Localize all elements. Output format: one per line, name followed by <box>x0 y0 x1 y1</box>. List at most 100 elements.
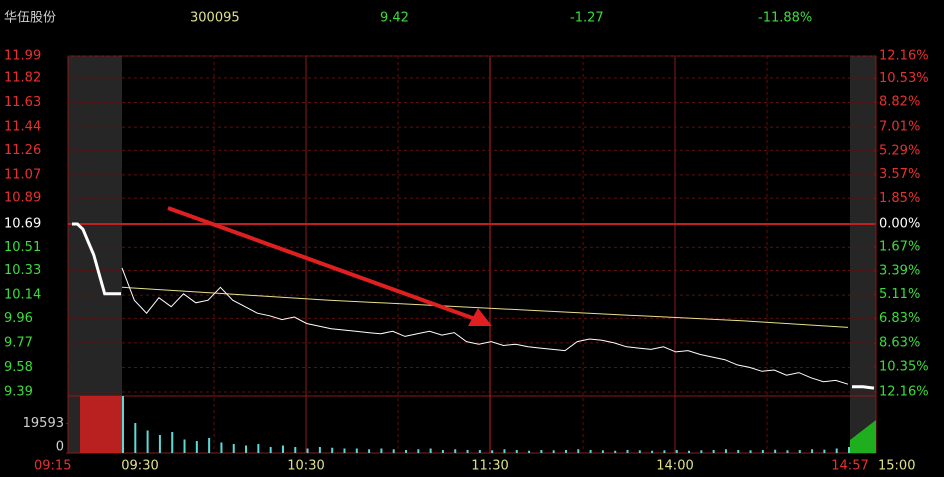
y-tick-label: 9.58 <box>4 360 33 375</box>
x-tick-label: 15:00 <box>878 459 915 474</box>
x-tick-label: 09:30 <box>121 459 158 474</box>
average-line <box>121 286 849 328</box>
volume-bar <box>515 450 518 453</box>
volume-bar <box>774 449 777 453</box>
y-tick-label: 11.26 <box>4 143 41 158</box>
volume-bar <box>564 450 567 453</box>
volume-bar <box>724 449 727 453</box>
volume-bar <box>626 450 629 453</box>
volume-bar <box>355 448 358 453</box>
volume-bar <box>146 430 149 453</box>
x-tick-label: 14:57 <box>831 459 868 474</box>
arrow-head <box>468 308 492 326</box>
volume-bar <box>540 450 543 453</box>
volume-bar <box>601 450 604 453</box>
x-tick-label: 11:30 <box>471 459 508 474</box>
post-volume-area <box>850 420 876 453</box>
annotation-arrow <box>167 206 479 322</box>
y-tick-label: 11.82 <box>4 70 41 85</box>
volume-bar <box>257 444 260 453</box>
y2-tick-label: 1.85% <box>879 191 920 206</box>
volume-bar <box>700 450 703 453</box>
volume-bar <box>589 450 592 453</box>
volume-bar <box>343 448 346 453</box>
last-price: 9.42 <box>380 11 409 26</box>
y-tick-label: 10.14 <box>4 288 41 303</box>
volume-bar <box>749 450 752 453</box>
y-tick-label: 10.33 <box>4 263 41 278</box>
y2-tick-label: 10.35% <box>879 359 929 374</box>
volume-bar <box>823 449 826 453</box>
volume-bar <box>552 450 555 453</box>
volume-bar <box>269 447 272 453</box>
y2-tick-label: 3.57% <box>879 167 920 182</box>
y-tick-label: 9.77 <box>4 335 33 350</box>
volume-bar <box>528 450 531 453</box>
post-auction-line <box>852 385 875 390</box>
volume-bar <box>158 435 161 453</box>
volume-bar <box>503 449 506 453</box>
price-line <box>121 267 849 385</box>
volume-bar <box>441 450 444 453</box>
volume-bar <box>651 450 654 453</box>
volume-bar <box>798 450 801 453</box>
volume-bar <box>737 450 740 453</box>
y2-tick-label: 10.53% <box>879 71 929 86</box>
volume-bar <box>195 441 198 453</box>
volume-bar <box>663 450 666 453</box>
y-tick-label: 9.96 <box>4 311 33 326</box>
volume-bar <box>208 438 211 453</box>
volume-bar <box>183 439 186 453</box>
y2-tick-label: 5.29% <box>879 143 920 158</box>
volume-bar <box>417 449 420 453</box>
post-auction-zone <box>850 56 876 453</box>
volume-bar <box>429 448 432 453</box>
y2-tick-label: 1.67% <box>879 240 920 255</box>
volume-bar <box>478 450 481 453</box>
x-tick-label: 09:15 <box>34 459 71 474</box>
stock-code: 300095 <box>190 11 240 26</box>
volume-bar <box>688 450 691 453</box>
y2-tick-label: 6.83% <box>879 311 920 326</box>
y2-tick-label: 3.39% <box>879 263 920 278</box>
y-tick-label: 11.99 <box>4 49 41 64</box>
volume-bar <box>220 442 223 453</box>
volume-bar <box>318 447 321 453</box>
volume-bar <box>577 449 580 453</box>
y2-tick-label: 0.00% <box>879 217 920 232</box>
volume-bar <box>466 450 469 453</box>
pre-auction-line <box>72 222 121 296</box>
volume-tick-label: 19593 <box>23 416 64 431</box>
volume-bar <box>761 450 764 453</box>
y-tick-label: 11.44 <box>4 120 41 135</box>
volume-bar <box>331 447 334 453</box>
volume-bar <box>638 450 641 453</box>
vertical-grid <box>213 56 768 453</box>
volume-bar <box>675 450 678 453</box>
price-change: -1.27 <box>570 11 604 26</box>
y2-tick-label: 8.63% <box>879 336 920 351</box>
y-tick-label: 11.63 <box>4 95 41 110</box>
y2-tick-label: 7.01% <box>879 120 920 135</box>
volume-bar <box>786 450 789 453</box>
volume-bar <box>848 447 850 453</box>
x-tick-label: 10:30 <box>287 459 324 474</box>
volume-bar <box>491 450 494 453</box>
volume-bar <box>134 423 137 453</box>
y-tick-label: 9.39 <box>4 385 33 400</box>
volume-bar <box>122 396 124 453</box>
volume-bar <box>835 448 838 453</box>
y-tick-label: 11.07 <box>4 167 41 182</box>
volume-bar <box>405 450 408 453</box>
volume-bar <box>811 449 814 453</box>
y-tick-label: 10.69 <box>4 217 41 232</box>
volume-bar <box>712 450 715 453</box>
y2-tick-label: 12.16% <box>879 49 929 64</box>
stock-name: 华伍股份 <box>4 11 56 26</box>
x-tick-label: 14:00 <box>656 459 693 474</box>
volume-bar <box>281 445 284 453</box>
volume-bar <box>368 449 371 453</box>
volume-bar <box>392 449 395 453</box>
